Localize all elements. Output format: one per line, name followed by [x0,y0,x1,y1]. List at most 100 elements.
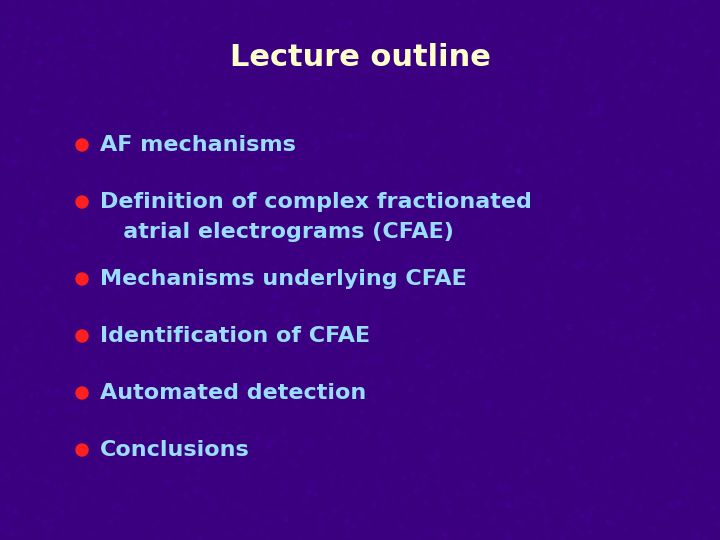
Point [422,442,433,450]
Point [276,490,288,498]
Point [305,73,317,82]
Point [327,251,338,259]
Point [0,156,11,164]
Point [105,368,117,376]
Point [289,507,301,516]
Point [620,82,631,90]
Point [562,322,574,331]
Point [410,487,421,495]
Point [647,40,658,49]
Point [593,102,604,110]
Point [245,386,256,395]
Point [562,57,574,65]
Point [594,260,606,269]
Point [110,52,122,60]
Point [642,25,654,33]
Point [248,130,259,139]
Point [648,23,660,31]
Point [578,532,590,540]
Point [548,289,559,298]
Point [116,103,127,112]
Point [172,414,184,422]
Point [570,126,582,134]
Point [600,318,612,327]
Point [318,240,330,249]
Point [426,361,437,370]
Point [644,508,655,516]
Point [228,272,240,280]
Point [22,224,33,232]
Point [626,60,637,69]
Point [633,235,644,244]
Point [18,58,30,67]
Point [569,103,580,111]
Point [82,52,94,60]
Point [226,112,238,120]
Point [173,62,184,70]
Point [218,467,230,476]
Point [393,141,405,150]
Point [175,238,186,247]
Point [709,194,720,202]
Point [141,134,153,143]
Point [59,323,71,332]
Point [362,357,374,366]
Point [539,404,550,413]
Point [656,435,667,443]
Point [371,138,382,146]
Point [153,47,165,56]
Point [555,16,567,25]
Point [23,417,35,426]
Point [415,169,427,178]
Point [262,345,274,353]
Point [685,336,697,345]
Point [114,29,126,38]
Point [228,262,240,271]
Point [32,58,44,67]
Point [516,286,528,295]
Point [570,42,581,50]
Point [45,516,57,525]
Point [557,263,569,272]
Point [316,510,328,518]
Point [667,440,678,449]
Point [621,452,633,461]
Point [41,334,53,343]
Point [647,467,658,475]
Point [200,84,212,92]
Point [17,132,28,140]
Point [621,424,633,433]
Point [120,53,131,62]
Point [197,463,208,472]
Point [688,471,699,480]
Point [420,48,431,57]
Point [488,462,500,470]
Point [532,266,544,275]
Point [457,88,469,97]
Point [665,446,676,455]
Point [40,437,51,446]
Point [158,51,169,60]
Point [344,19,356,28]
Point [424,349,436,357]
Point [537,373,549,381]
Point [157,429,168,437]
Point [181,396,192,405]
Point [60,225,72,234]
Point [544,137,556,146]
Point [434,57,446,65]
Point [508,423,520,431]
Point [560,36,572,45]
Circle shape [76,139,88,151]
Point [114,96,125,105]
Point [361,119,372,128]
Point [552,134,564,143]
Point [436,141,448,150]
Point [209,404,220,413]
Point [142,39,153,48]
Point [78,384,90,393]
Point [152,168,163,177]
Point [388,228,400,237]
Point [559,6,571,15]
Point [429,286,441,295]
